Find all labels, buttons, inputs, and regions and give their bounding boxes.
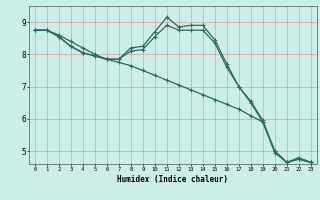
X-axis label: Humidex (Indice chaleur): Humidex (Indice chaleur) [117,175,228,184]
